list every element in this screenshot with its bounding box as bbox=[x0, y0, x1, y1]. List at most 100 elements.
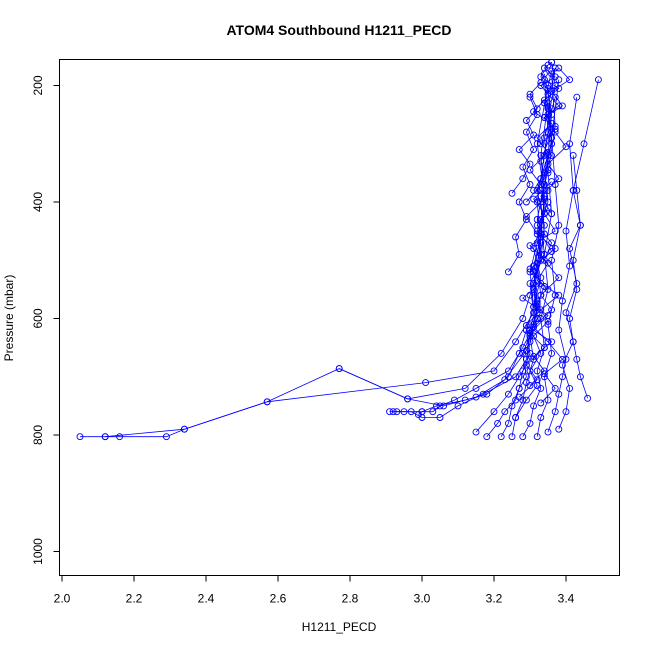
data-point bbox=[548, 178, 556, 186]
data-point bbox=[555, 425, 563, 433]
data-point bbox=[569, 151, 577, 159]
data-point bbox=[548, 239, 556, 247]
data-point bbox=[594, 76, 602, 84]
data-point bbox=[537, 250, 545, 258]
data-point bbox=[569, 186, 577, 194]
data-point bbox=[512, 414, 520, 421]
data-point bbox=[540, 283, 548, 290]
data-point bbox=[530, 332, 538, 340]
data-point bbox=[544, 338, 552, 346]
data-point bbox=[540, 114, 548, 121]
series-line bbox=[540, 67, 571, 214]
data-point bbox=[530, 195, 538, 203]
data-point bbox=[537, 181, 545, 188]
series-19 bbox=[512, 230, 556, 421]
data-point bbox=[522, 128, 530, 136]
data-point bbox=[526, 367, 534, 375]
series-line bbox=[508, 97, 538, 273]
data-point bbox=[537, 230, 545, 238]
series-line bbox=[80, 62, 556, 438]
data-point bbox=[551, 384, 559, 392]
data-point bbox=[548, 87, 556, 95]
data-point bbox=[519, 315, 527, 322]
data-point bbox=[555, 390, 563, 398]
data-point bbox=[558, 297, 566, 305]
data-point bbox=[162, 433, 170, 441]
data-point bbox=[555, 221, 563, 229]
data-point bbox=[544, 186, 552, 194]
data-point bbox=[548, 134, 556, 142]
data-point bbox=[551, 227, 559, 235]
data-point bbox=[407, 408, 415, 416]
data-point bbox=[540, 96, 548, 104]
data-point bbox=[386, 408, 394, 416]
data-point bbox=[537, 306, 545, 314]
data-point bbox=[537, 414, 545, 421]
x-axis: 2.0 2.2 2.4 2.6 2.8 3.0 3.2 3.4 bbox=[54, 575, 575, 606]
data-point bbox=[101, 433, 109, 441]
data-point bbox=[461, 396, 469, 404]
data-point bbox=[522, 198, 530, 206]
x-tick-label: 3.2 bbox=[486, 592, 503, 606]
series-24 bbox=[508, 79, 545, 197]
x-tick-label: 3.0 bbox=[414, 592, 431, 606]
data-point bbox=[576, 221, 584, 229]
data-point bbox=[533, 230, 541, 238]
data-point bbox=[584, 394, 592, 402]
data-point bbox=[526, 419, 534, 427]
data-point bbox=[537, 140, 545, 148]
data-point bbox=[515, 384, 523, 392]
data-point bbox=[522, 117, 530, 124]
data-point bbox=[504, 390, 512, 398]
data-point bbox=[562, 355, 570, 363]
data-point bbox=[555, 291, 563, 299]
data-point bbox=[508, 433, 516, 441]
data-point bbox=[526, 90, 534, 98]
data-point bbox=[522, 396, 530, 404]
data-point bbox=[533, 221, 541, 229]
data-point bbox=[540, 169, 548, 177]
data-point bbox=[533, 367, 541, 375]
data-point bbox=[530, 402, 538, 410]
data-point bbox=[548, 349, 556, 357]
data-point bbox=[526, 265, 534, 273]
data-point bbox=[504, 419, 512, 427]
series-line bbox=[569, 155, 588, 399]
data-point bbox=[504, 373, 512, 381]
data-point bbox=[573, 93, 581, 101]
data-point bbox=[566, 245, 574, 253]
data-point bbox=[389, 408, 397, 416]
data-point bbox=[526, 280, 534, 288]
x-tick-label: 2.0 bbox=[54, 592, 71, 606]
series-2 bbox=[101, 67, 556, 441]
data-point bbox=[519, 175, 527, 183]
data-point bbox=[548, 306, 556, 314]
data-point bbox=[472, 384, 480, 392]
data-point bbox=[422, 379, 430, 387]
data-point bbox=[573, 186, 581, 194]
data-point bbox=[544, 160, 552, 168]
series-line bbox=[526, 64, 560, 203]
data-point bbox=[450, 396, 458, 404]
data-point bbox=[540, 210, 548, 218]
data-point bbox=[537, 291, 545, 299]
data-point bbox=[576, 373, 584, 381]
data-point bbox=[504, 268, 512, 276]
series-line bbox=[533, 190, 563, 404]
data-point bbox=[533, 300, 541, 308]
series-line bbox=[522, 73, 556, 437]
data-point bbox=[537, 192, 545, 200]
data-point bbox=[566, 315, 574, 322]
data-point bbox=[461, 384, 469, 392]
data-point bbox=[537, 79, 545, 87]
data-point bbox=[404, 395, 412, 403]
data-point bbox=[508, 189, 516, 197]
data-point bbox=[526, 382, 534, 389]
series-18 bbox=[530, 186, 566, 407]
data-point bbox=[530, 131, 538, 139]
data-point bbox=[580, 140, 588, 148]
y-axis-label: Pressure (mbar) bbox=[2, 275, 16, 362]
data-point bbox=[544, 204, 552, 212]
data-point bbox=[515, 373, 523, 381]
data-point bbox=[533, 382, 541, 389]
